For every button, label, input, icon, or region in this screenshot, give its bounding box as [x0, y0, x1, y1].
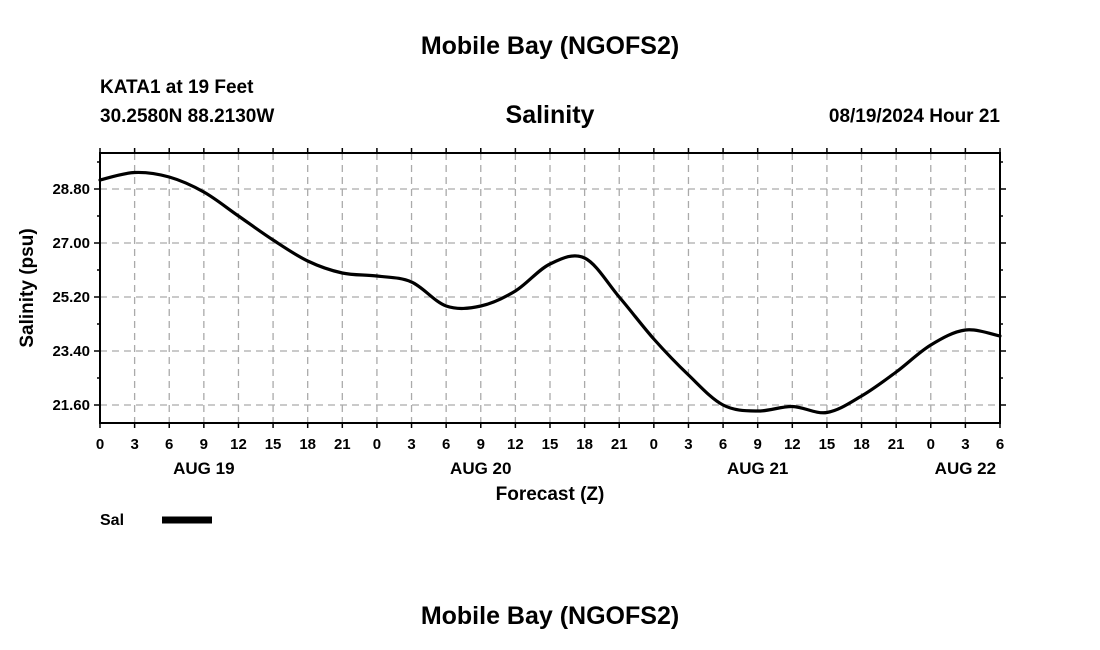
x-axis-label: Forecast (Z): [496, 484, 605, 505]
x-tick-label: 6: [442, 436, 450, 453]
x-tick-label: 12: [507, 436, 524, 453]
x-tick-label: 15: [819, 436, 836, 453]
date-label: AUG 22: [935, 459, 996, 478]
x-tick-labels: 0 3 6 9 12 15 18 21 0 3 6 9 12 15 18 21 0 3 6 9 12 15 18 21 0 3 6: [96, 436, 1004, 453]
y-tick-label: 25.20: [52, 289, 90, 306]
y-tick-label: 27.00: [52, 235, 90, 252]
x-tick-label: 15: [265, 436, 282, 453]
x-tick-label: 18: [853, 436, 870, 453]
chart-title-bottom: Mobile Bay (NGOFS2): [420, 602, 680, 630]
forecast-timestamp: 08/19/2024 Hour 21: [828, 106, 1000, 127]
date-label: AUG 19: [173, 459, 234, 478]
series-layer: [98, 170, 1002, 415]
legend-label: Sal: [100, 512, 124, 529]
y-tick-labels: 21.60 23.40 25.20 27.00 28.80: [52, 181, 90, 414]
date-labels: AUG 19 AUG 20 AUG 21 AUG 22: [173, 459, 996, 478]
station-label: KATA1 at 19 Feet: [100, 77, 254, 98]
x-tick-label: 21: [334, 436, 351, 453]
x-tick-label: 18: [576, 436, 593, 453]
variable-title: Salinity: [505, 101, 595, 129]
x-tick-label: 3: [407, 436, 415, 453]
x-tick-label: 15: [542, 436, 559, 453]
chart-title-top: Mobile Bay (NGOFS2): [420, 32, 680, 60]
x-tick-label: 3: [961, 436, 969, 453]
x-tick-label: 6: [996, 436, 1004, 453]
x-tick-label: 3: [130, 436, 138, 453]
x-tick-label: 18: [299, 436, 316, 453]
y-axis-label: Salinity (psu): [17, 228, 38, 347]
x-tick-label: 0: [96, 436, 104, 453]
station-coordinates: 30.2580N 88.2130W: [100, 106, 275, 127]
x-tick-label: 12: [230, 436, 247, 453]
x-tick-label: 3: [684, 436, 692, 453]
x-tick-label: 9: [200, 436, 208, 453]
legend: Sal: [100, 512, 212, 529]
plot-frame: [99, 152, 1001, 424]
y-tick-label: 23.40: [52, 343, 90, 360]
x-tick-label: 6: [719, 436, 727, 453]
x-tick-label: 0: [650, 436, 658, 453]
grid-lines: [100, 153, 1000, 423]
x-tick-label: 21: [611, 436, 628, 453]
x-tick-label: 0: [373, 436, 381, 453]
series-line-salinity: [98, 170, 1002, 415]
x-tick-label: 12: [784, 436, 801, 453]
x-tick-label: 21: [888, 436, 905, 453]
x-tick-label: 9: [477, 436, 485, 453]
y-tick-label: 28.80: [52, 181, 90, 198]
x-tick-label: 0: [927, 436, 935, 453]
x-tick-label: 9: [754, 436, 762, 453]
y-tick-label: 21.60: [52, 397, 90, 414]
date-label: AUG 21: [727, 459, 788, 478]
date-label: AUG 20: [450, 459, 511, 478]
x-tick-label: 6: [165, 436, 173, 453]
